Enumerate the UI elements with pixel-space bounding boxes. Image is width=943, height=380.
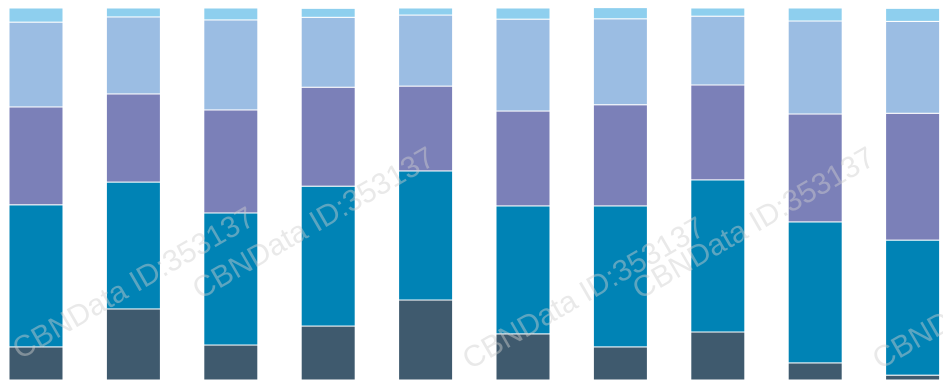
bar-segment (8, 21, 64, 108)
bar-segment (398, 299, 454, 380)
bar-segment (300, 185, 356, 327)
bars (8, 7, 941, 380)
bar-segment (203, 19, 259, 111)
bar-segment (203, 7, 259, 21)
bar-segment (105, 7, 161, 18)
bar-segment (885, 112, 941, 241)
bar-segment (592, 346, 648, 380)
bar-segment (300, 86, 356, 187)
bar-segment (105, 93, 161, 183)
bar-segment (105, 308, 161, 380)
bar-segment (495, 7, 551, 20)
bar-segment (592, 7, 648, 20)
bar-segment (300, 325, 356, 380)
bar-segment (105, 181, 161, 310)
bar-segment (787, 20, 843, 115)
bar-segment (690, 7, 746, 17)
bar-segment (592, 18, 648, 106)
bar-segment (495, 18, 551, 112)
bar-segment (787, 7, 843, 22)
bar-segment (300, 16, 356, 88)
bar-segment (203, 212, 259, 346)
bar-segment (203, 344, 259, 380)
bar-segment (787, 113, 843, 223)
bar-segment (495, 110, 551, 207)
watermark: CBNData ID:353137 (457, 211, 710, 376)
bar-segment (398, 170, 454, 301)
bar-segment (690, 15, 746, 86)
bar-segment (300, 7, 356, 18)
bar-segment (787, 362, 843, 380)
bar-segment (8, 346, 64, 380)
bar-segment (398, 14, 454, 87)
bar-segment (690, 84, 746, 181)
bar-segment (203, 109, 259, 214)
bar-segment (8, 7, 64, 23)
bar-segment (885, 20, 941, 114)
bar-segment (885, 7, 941, 22)
bar-segment (495, 333, 551, 380)
bar-segment (787, 221, 843, 364)
bar-segment (885, 374, 941, 380)
bar-segment (398, 85, 454, 172)
bar-segment (592, 205, 648, 348)
bar-segment (690, 331, 746, 380)
bar-segment (105, 16, 161, 95)
bar-segment (592, 104, 648, 207)
bar-segment (8, 106, 64, 206)
bar-segment (8, 204, 64, 348)
bar-segment (398, 7, 454, 16)
